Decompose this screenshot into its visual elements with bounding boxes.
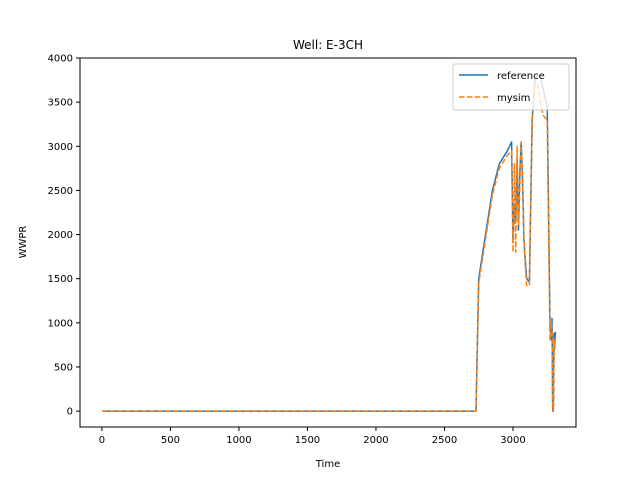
y-tick-label: 1500 <box>48 274 73 285</box>
x-tick-label: 2000 <box>363 435 388 446</box>
y-axis-ticks: 0 500 1000 1500 2000 2500 3000 3500 4000 <box>48 54 80 418</box>
x-tick-label: 3000 <box>500 435 525 446</box>
y-tick-label: 3000 <box>48 142 73 153</box>
plot-frame <box>79 57 577 428</box>
x-tick-label: 2500 <box>432 435 457 446</box>
legend-label-mysim: mysim <box>497 93 530 104</box>
x-tick-label: 0 <box>99 435 105 446</box>
x-tick-label: 500 <box>161 435 180 446</box>
x-tick-label: 1500 <box>295 435 320 446</box>
legend: reference mysim <box>452 63 570 111</box>
series-layer <box>101 74 557 412</box>
legend-label-reference: reference <box>497 71 545 82</box>
y-tick-label: 1000 <box>48 318 73 329</box>
y-tick-label: 2000 <box>48 230 73 241</box>
x-axis-ticks: 0 500 1000 1500 2000 2500 3000 <box>99 427 526 446</box>
x-axis-label: Time <box>315 459 340 470</box>
series-line-mysim <box>101 81 557 412</box>
y-tick-label: 3500 <box>48 98 73 109</box>
y-tick-label: 4000 <box>48 54 73 65</box>
y-tick-label: 2500 <box>48 186 73 197</box>
y-axis-label: WWPR <box>18 226 29 259</box>
chart-title: Well: E-3CH <box>293 38 363 52</box>
x-tick-label: 1000 <box>226 435 251 446</box>
y-tick-label: 500 <box>54 362 73 373</box>
y-tick-label: 0 <box>67 407 73 418</box>
